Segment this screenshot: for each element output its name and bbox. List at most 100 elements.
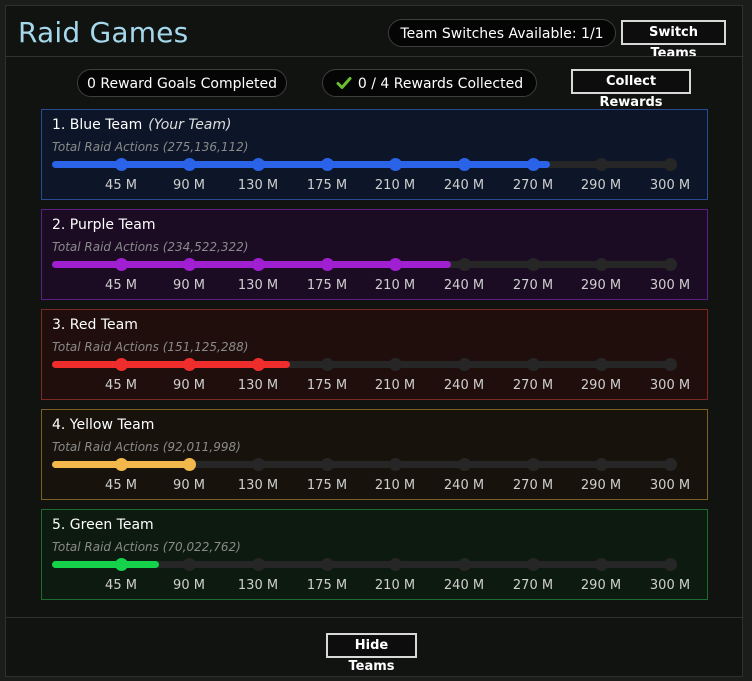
milestone-dot: [595, 358, 608, 371]
total-raid-actions: Total Raid Actions (70,022,762): [52, 540, 241, 554]
milestone-label: 175 M: [306, 178, 348, 193]
milestone-dot: [183, 458, 196, 471]
page-title: Raid Games: [18, 16, 189, 49]
milestone-label: 290 M: [580, 378, 622, 393]
milestone-dot: [595, 158, 608, 171]
milestone-dot: [389, 558, 402, 571]
team-name: 4. Yellow Team: [52, 417, 154, 433]
milestone-label: 90 M: [173, 178, 205, 193]
milestone-dot: [115, 458, 128, 471]
your-team-tag: (Your Team): [148, 117, 232, 133]
milestone-dot: [595, 458, 608, 471]
rewards-collected-badge: 0 / 4 Rewards Collected: [322, 69, 537, 97]
progress-track: [52, 358, 677, 371]
milestone-label: 175 M: [306, 378, 348, 393]
milestone-dot: [527, 258, 540, 271]
team-card: 3. Red Team Total Raid Actions (151,125,2…: [41, 309, 708, 400]
milestone-label: 290 M: [580, 578, 622, 593]
milestone-dot: [321, 558, 334, 571]
total-raid-actions: Total Raid Actions (151,125,288): [52, 340, 249, 354]
header-divider: [6, 56, 744, 57]
milestone-label: 240 M: [443, 378, 485, 393]
team-card: 2. Purple Team Total Raid Actions (234,52…: [41, 209, 708, 300]
progress-fill: [52, 361, 291, 368]
milestone-dot: [389, 358, 402, 371]
milestone-label: 45 M: [105, 378, 137, 393]
progress-track: [52, 558, 677, 571]
total-raid-actions: Total Raid Actions (275,136,112): [52, 140, 249, 154]
milestone-label: 270 M: [512, 178, 554, 193]
milestone-label: 90 M: [173, 578, 205, 593]
team-card: 4. Yellow Team Total Raid Actions (92,011…: [41, 409, 708, 500]
progress-fill: [52, 561, 159, 568]
milestone-label: 130 M: [237, 578, 279, 593]
milestone-dot: [664, 158, 677, 171]
progress-fill: [52, 261, 452, 268]
milestone-label: 130 M: [237, 478, 279, 493]
milestone-label: 210 M: [374, 178, 416, 193]
footer-divider: [6, 617, 744, 618]
progress-track: [52, 258, 677, 271]
progress-track: [52, 158, 677, 171]
milestone-dot: [252, 458, 265, 471]
milestone-dot: [115, 158, 128, 171]
milestone-label: 270 M: [512, 578, 554, 593]
team-name-label: 4. Yellow Team: [52, 417, 155, 433]
team-card: 5. Green Team Total Raid Actions (70,022,…: [41, 509, 708, 600]
team-name: 1. Blue Team (Your Team): [52, 117, 231, 133]
milestone-label: 130 M: [237, 278, 279, 293]
milestone-label: 240 M: [443, 478, 485, 493]
milestone-label: 290 M: [580, 478, 622, 493]
milestone-dot: [321, 458, 334, 471]
milestone-label: 300 M: [649, 578, 691, 593]
hide-teams-button[interactable]: Hide Teams: [326, 633, 417, 674]
milestone-dot: [458, 258, 471, 271]
team-name-label: 1. Blue Team: [52, 117, 143, 133]
milestone-dot: [183, 358, 196, 371]
team-name: 3. Red Team: [52, 317, 138, 333]
milestone-label: 270 M: [512, 378, 554, 393]
milestone-label: 175 M: [306, 478, 348, 493]
milestone-dot: [183, 158, 196, 171]
milestone-label: 175 M: [306, 578, 348, 593]
milestone-label: 210 M: [374, 278, 416, 293]
progress-fill: [52, 161, 551, 168]
switch-teams-button[interactable]: Switch Teams: [621, 20, 726, 61]
team-name: 5. Green Team: [52, 517, 154, 533]
milestone-dot: [458, 558, 471, 571]
milestone-dot: [595, 558, 608, 571]
milestone-dot: [321, 258, 334, 271]
milestone-label: 210 M: [374, 478, 416, 493]
team-name: 2. Purple Team: [52, 217, 155, 233]
milestone-dot: [115, 258, 128, 271]
milestone-dot: [321, 158, 334, 171]
team-card: 1. Blue Team (Your Team) Total Raid Action…: [41, 109, 708, 200]
milestone-dot: [389, 158, 402, 171]
milestone-dot: [252, 258, 265, 271]
milestone-label: 90 M: [173, 278, 205, 293]
milestone-dot: [527, 358, 540, 371]
milestone-label: 290 M: [580, 278, 622, 293]
milestone-dot: [527, 558, 540, 571]
milestone-label: 300 M: [649, 478, 691, 493]
milestone-label: 90 M: [173, 478, 205, 493]
milestone-dot: [527, 158, 540, 171]
milestone-dot: [458, 458, 471, 471]
milestone-dot: [115, 558, 128, 571]
milestone-label: 45 M: [105, 178, 137, 193]
milestone-dot: [252, 158, 265, 171]
milestone-label: 45 M: [105, 578, 137, 593]
milestone-label: 210 M: [374, 578, 416, 593]
milestone-label: 270 M: [512, 278, 554, 293]
milestone-label: 300 M: [649, 278, 691, 293]
milestone-label: 90 M: [173, 378, 205, 393]
milestone-label: 240 M: [443, 178, 485, 193]
milestone-dot: [595, 258, 608, 271]
total-raid-actions: Total Raid Actions (92,011,998): [52, 440, 241, 454]
team-name-label: 3. Red Team: [52, 317, 138, 333]
rewards-collected-label: 0 / 4 Rewards Collected: [357, 76, 524, 92]
collect-rewards-button[interactable]: Collect Rewards: [571, 69, 691, 110]
milestone-dot: [183, 258, 196, 271]
milestone-label: 300 M: [649, 178, 691, 193]
milestone-dot: [664, 558, 677, 571]
